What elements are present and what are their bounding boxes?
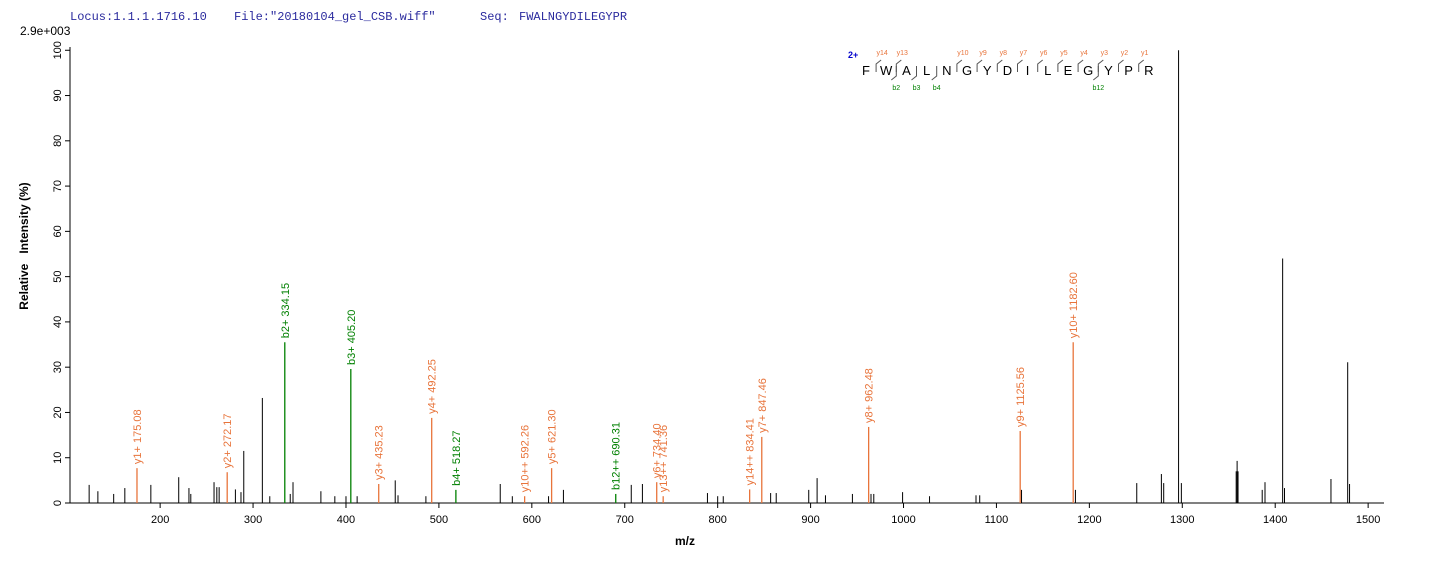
y-ion-bracket: [1017, 59, 1023, 72]
peak-label: y13++ 741.36: [658, 425, 670, 492]
y-tick-label: 60: [52, 225, 64, 237]
residue: I: [1026, 63, 1030, 78]
x-tick-label: 1300: [1170, 514, 1194, 526]
residue: P: [1124, 63, 1133, 78]
peak-label: y6+ 734.40: [652, 423, 664, 478]
x-tick-label: 1500: [1356, 514, 1380, 526]
y-scale-label: 2.9e+003: [20, 24, 71, 38]
y-ion-label: y14: [876, 50, 887, 57]
y-ion-bracket: [956, 59, 963, 72]
residue: Y: [1104, 63, 1113, 78]
peak-label: y10++ 592.26: [520, 425, 532, 492]
y-ion-bracket: [1057, 59, 1064, 72]
residue: L: [923, 63, 930, 78]
residue: E: [1064, 63, 1073, 78]
b-ion-bracket: [931, 66, 938, 81]
header-file: File:"20180104_gel_CSB.wiff": [234, 10, 436, 24]
y-ion-label: y8: [1000, 50, 1008, 57]
x-axis-title: m/z: [675, 534, 695, 548]
x-tick-label: 1400: [1263, 514, 1287, 526]
peak-label: y10+ 1182.60: [1068, 272, 1080, 338]
y-axis-title: Relative Intensity (%): [17, 182, 31, 309]
residue: D: [1003, 63, 1012, 78]
y-tick-label: 70: [52, 180, 64, 192]
peak-label: y5+ 621.30: [547, 409, 559, 464]
y-tick-label: 100: [52, 41, 64, 59]
y-tick-label: 20: [52, 406, 64, 418]
y-ion-label: y3: [1101, 50, 1109, 57]
y-tick-label: 50: [52, 271, 64, 283]
header-seq: FWALNGYDILEGYPR: [519, 10, 627, 24]
y-ion-label: y1: [1141, 50, 1149, 57]
y-ion-label: y13: [897, 50, 908, 57]
y-tick-label: 40: [52, 316, 64, 328]
residue: R: [1144, 63, 1153, 78]
y-ion-bracket: [1037, 59, 1044, 72]
b-ion-bracket: [911, 66, 917, 81]
peak-label: y9+ 1125.56: [1015, 367, 1027, 427]
residue: A: [902, 63, 911, 78]
y-ion-label: y9: [979, 50, 987, 57]
residue: Y: [983, 63, 992, 78]
peak-label: y4+ 492.25: [427, 359, 439, 414]
y-tick-label: 80: [52, 135, 64, 147]
x-tick-label: 800: [708, 514, 726, 526]
y-tick-label: 30: [52, 361, 64, 373]
residue: W: [880, 63, 893, 78]
x-tick-label: 300: [244, 514, 262, 526]
y-ion-bracket: [976, 59, 983, 72]
peak-label: y8+ 962.48: [864, 368, 876, 423]
x-tick-label: 1200: [1077, 514, 1101, 526]
residue: N: [942, 63, 951, 78]
x-tick-label: 200: [151, 514, 169, 526]
residue: G: [1083, 63, 1093, 78]
peak-label: y2+ 272.17: [222, 413, 234, 468]
b-ion-label: b12: [1092, 85, 1104, 92]
y-ion-bracket: [996, 59, 1003, 72]
x-tick-label: 500: [430, 514, 448, 526]
y-ion-bracket: [1118, 59, 1124, 72]
b-ion-bracket: [1092, 66, 1099, 81]
x-tick-label: 900: [801, 514, 819, 526]
residue: G: [962, 63, 972, 78]
y-ion-label: y7: [1020, 50, 1028, 57]
residue: L: [1044, 63, 1051, 78]
peak-label: y1+ 175.08: [132, 409, 144, 464]
y-ion-bracket: [895, 59, 902, 72]
x-tick-label: 400: [337, 514, 355, 526]
header-seq-label: Seq:: [480, 10, 509, 24]
y-ion-bracket: [1138, 59, 1145, 72]
b-ion-label: b4: [933, 85, 941, 92]
b-ion-label: b2: [892, 85, 900, 92]
header-locus: Locus:1.1.1.1716.10: [70, 10, 207, 24]
y-tick-label: 0: [52, 500, 64, 506]
peak-label: y3+ 435.23: [374, 425, 386, 480]
peak-label: b12++ 690.31: [611, 422, 623, 490]
peak-label: b4+ 518.27: [451, 430, 463, 485]
x-tick-label: 1100: [985, 514, 1009, 526]
x-tick-label: 700: [616, 514, 634, 526]
peak-label: b3+ 405.20: [346, 310, 358, 365]
peak-label: b2+ 334.15: [280, 283, 292, 338]
residue: F: [862, 63, 870, 78]
y-ion-bracket: [1097, 59, 1104, 72]
y-tick-label: 90: [52, 89, 64, 101]
y-ion-label: y10: [957, 50, 968, 57]
y-ion-bracket: [875, 59, 882, 72]
y-ion-bracket: [1077, 59, 1084, 72]
peak-label: y14++ 834.41: [745, 418, 757, 485]
b-ion-bracket: [890, 66, 897, 81]
x-tick-label: 1000: [891, 514, 915, 526]
x-tick-label: 600: [523, 514, 541, 526]
b-ion-label: b3: [913, 85, 921, 92]
y-ion-label: y5: [1060, 50, 1068, 57]
y-ion-label: y4: [1080, 50, 1088, 57]
peak-label: y7+ 847.46: [757, 378, 769, 433]
y-ion-label: y6: [1040, 50, 1048, 57]
charge-label: 2+: [848, 50, 858, 60]
y-tick-label: 10: [52, 452, 64, 464]
y-ion-label: y2: [1121, 50, 1129, 57]
